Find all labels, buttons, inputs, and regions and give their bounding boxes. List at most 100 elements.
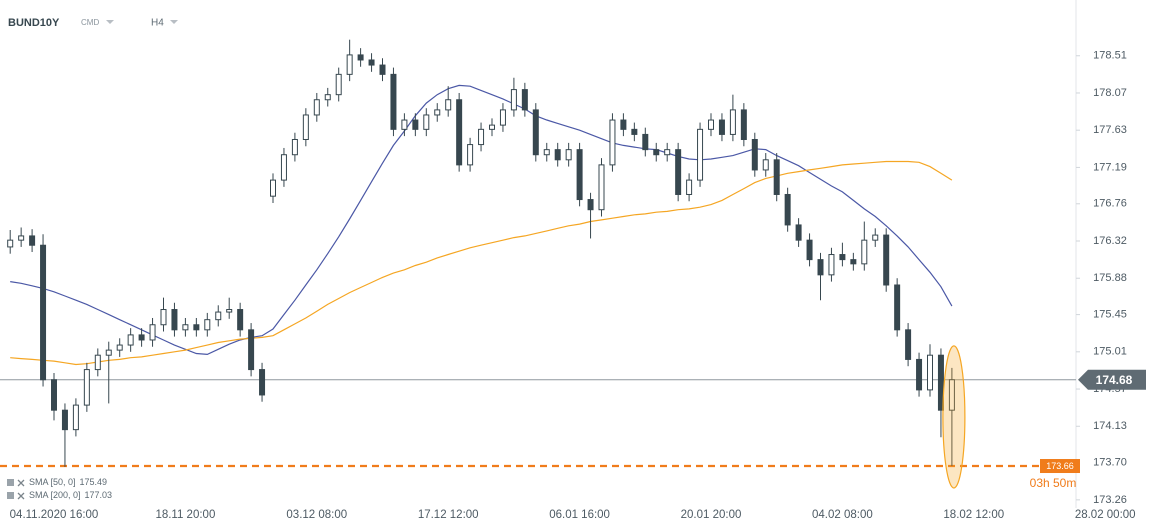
candle-body [149, 324, 156, 341]
dropdown-arrow[interactable] [170, 20, 178, 24]
price-tag [1078, 369, 1146, 390]
candle-body [193, 324, 200, 331]
x-tick-label: 04.11.2020 16:00 [10, 509, 99, 521]
candle-body [850, 259, 857, 265]
candle-body [489, 124, 495, 130]
legend-name: SMA [50, 0] [29, 477, 76, 487]
x-tick-label: 03.12 08:00 [286, 509, 347, 521]
x-tick-label: 17.12 12:00 [418, 509, 479, 521]
legend-value: 175.49 [80, 477, 108, 487]
candle-body [423, 114, 430, 130]
candle-body [368, 59, 375, 66]
candle-body [291, 138, 298, 156]
candle-body [576, 149, 583, 201]
candle-body [94, 354, 101, 371]
candle-body [127, 334, 134, 346]
candle-body [182, 324, 189, 331]
candle-body [390, 73, 397, 130]
candle-body [434, 109, 441, 116]
candle-body [784, 193, 791, 226]
y-tick-label: 175.88 [1093, 272, 1127, 284]
candle-body [346, 54, 353, 75]
candle-body [510, 89, 517, 111]
candle-body [379, 64, 386, 75]
y-tick-label: 177.19 [1093, 161, 1127, 173]
candle-body [302, 114, 309, 140]
candle-body [554, 149, 561, 161]
legend-icon [7, 492, 14, 499]
candle-body [839, 254, 846, 261]
source[interactable]: CMD [81, 18, 99, 27]
level-tag-label: 173.66 [1046, 461, 1074, 471]
x-tick-label: 20.01 20:00 [681, 509, 742, 521]
candle-body [598, 164, 605, 211]
candle-body [313, 99, 320, 116]
sma-line [10, 84, 953, 356]
candle-body [708, 119, 714, 130]
candle-body [478, 128, 485, 146]
symbol[interactable]: BUND10Y [8, 17, 60, 29]
timeframe[interactable]: H4 [151, 18, 164, 29]
y-tick-label: 177.63 [1093, 124, 1127, 136]
candle-body [642, 133, 649, 151]
candle-body [861, 239, 868, 265]
candle-body [817, 259, 824, 276]
candle-body [697, 128, 704, 181]
y-tick-label: 176.76 [1093, 198, 1127, 210]
candle-body [51, 379, 57, 411]
y-tick-label: 178.51 [1093, 50, 1127, 62]
candle-body [927, 354, 933, 391]
candle-body [401, 119, 408, 130]
candle-body [160, 309, 167, 326]
y-tick-label: 174.13 [1093, 420, 1127, 432]
legend-name: SMA [200, 0] [29, 490, 81, 500]
candle-body [237, 309, 244, 331]
candle-body [204, 319, 211, 331]
price-tag-label: 174.68 [1096, 373, 1133, 387]
legend-entry: SMA [200, 0] 177.03 [29, 490, 112, 500]
candle-body [740, 109, 747, 140]
candle-body [543, 149, 550, 156]
legend-entry: SMA [50, 0] 175.49 [29, 477, 107, 487]
x-tick-label: 18.11 20:00 [155, 509, 215, 521]
candle-body [883, 234, 890, 286]
legend-remove [17, 479, 25, 487]
y-tick-label: 175.01 [1093, 346, 1127, 358]
candle-body [806, 239, 813, 261]
x-tick-label: 28.02 00:00 [1075, 509, 1136, 521]
candle-body [83, 369, 90, 406]
candle-body [675, 149, 682, 195]
candle-body [664, 149, 671, 156]
candle-body [335, 73, 342, 96]
candle-body [620, 119, 627, 130]
x-tick-label: 06.01 16:00 [549, 509, 610, 521]
candle-body [872, 234, 879, 241]
legend-icon [7, 479, 14, 486]
candle-body [248, 329, 255, 371]
candle-body [7, 239, 14, 248]
candle-body [445, 99, 452, 111]
candle-body [324, 94, 331, 101]
candle-body [270, 179, 276, 197]
y-tick-label: 178.07 [1093, 87, 1127, 99]
highlight-ellipse [942, 345, 966, 489]
candle-body [138, 334, 145, 341]
candle-body [751, 138, 758, 171]
candle-body [29, 235, 36, 246]
candle-body [456, 99, 463, 166]
candle-body [357, 54, 364, 61]
candle-body [795, 224, 802, 241]
candle-body [718, 119, 725, 135]
candle-body [894, 284, 901, 331]
y-tick-label: 176.32 [1093, 235, 1127, 247]
candle-body [467, 144, 474, 166]
candle-body [412, 119, 419, 130]
candle-body [653, 149, 660, 156]
candle-body [116, 344, 123, 351]
legend: SMA [50, 0] 175.49 SMA [200, 0] 177.03 [7, 477, 112, 500]
dropdown-arrow[interactable] [106, 20, 114, 24]
candle-body [226, 309, 233, 313]
candle-body [609, 119, 616, 166]
